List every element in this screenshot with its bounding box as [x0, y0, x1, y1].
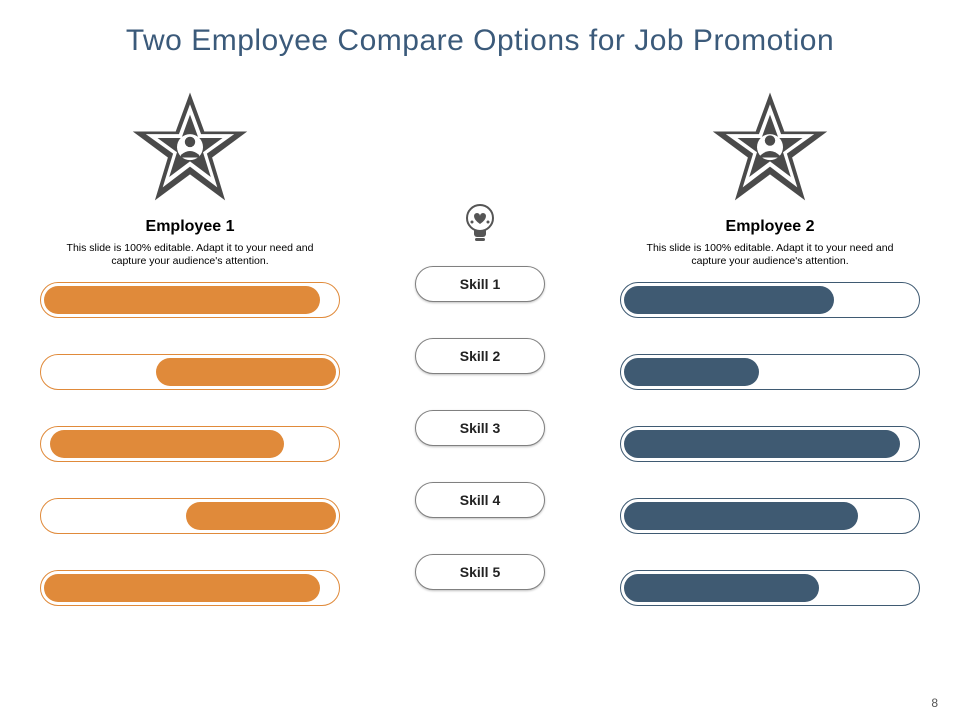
skill-pill: Skill 1 [415, 266, 545, 302]
slide-title: Two Employee Compare Options for Job Pro… [40, 24, 920, 58]
skill-bar [40, 354, 340, 390]
skill-bar-fill [44, 574, 320, 602]
skill-bar [40, 498, 340, 534]
skill-pill: Skill 2 [415, 338, 545, 374]
slide: Two Employee Compare Options for Job Pro… [0, 0, 960, 720]
employee1-star-icon [125, 86, 255, 216]
skill-bar-fill [186, 502, 336, 530]
skill-bar-fill [156, 358, 336, 386]
employee2-label: Employee 2 [726, 218, 815, 236]
employee2-bars [620, 282, 920, 606]
employee1-column: Employee 1 This slide is 100% editable. … [40, 86, 340, 606]
skill-bar-fill [624, 358, 759, 386]
skill-bar-fill [624, 286, 834, 314]
skill-bar [40, 426, 340, 462]
employee2-star-icon [705, 86, 835, 216]
skill-bar [620, 498, 920, 534]
skill-bar-fill [624, 430, 900, 458]
employee1-label: Employee 1 [146, 218, 235, 236]
employee2-desc: This slide is 100% editable. Adapt it to… [645, 242, 895, 268]
columns: Employee 1 This slide is 100% editable. … [40, 86, 920, 606]
employee1-desc: This slide is 100% editable. Adapt it to… [65, 242, 315, 268]
skill-bar-fill [44, 286, 320, 314]
skill-pill: Skill 4 [415, 482, 545, 518]
skill-bar-fill [50, 430, 284, 458]
skill-bar [620, 426, 920, 462]
skill-bar [620, 570, 920, 606]
employee2-column: Employee 2 This slide is 100% editable. … [620, 86, 920, 606]
skill-pill-list: Skill 1 Skill 2 Skill 3 Skill 4 Skill 5 [415, 266, 545, 590]
skill-bar-fill [624, 502, 858, 530]
lightbulb-icon [460, 202, 500, 246]
center-icon-wrap [460, 86, 500, 252]
skill-pill: Skill 5 [415, 554, 545, 590]
skill-bar [620, 282, 920, 318]
skill-bar [620, 354, 920, 390]
employee1-bars [40, 282, 340, 606]
page-number: 8 [931, 696, 938, 710]
skill-bar [40, 570, 340, 606]
center-column: Skill 1 Skill 2 Skill 3 Skill 4 Skill 5 [400, 86, 560, 606]
skill-pill: Skill 3 [415, 410, 545, 446]
skill-bar-fill [624, 574, 819, 602]
skill-bar [40, 282, 340, 318]
